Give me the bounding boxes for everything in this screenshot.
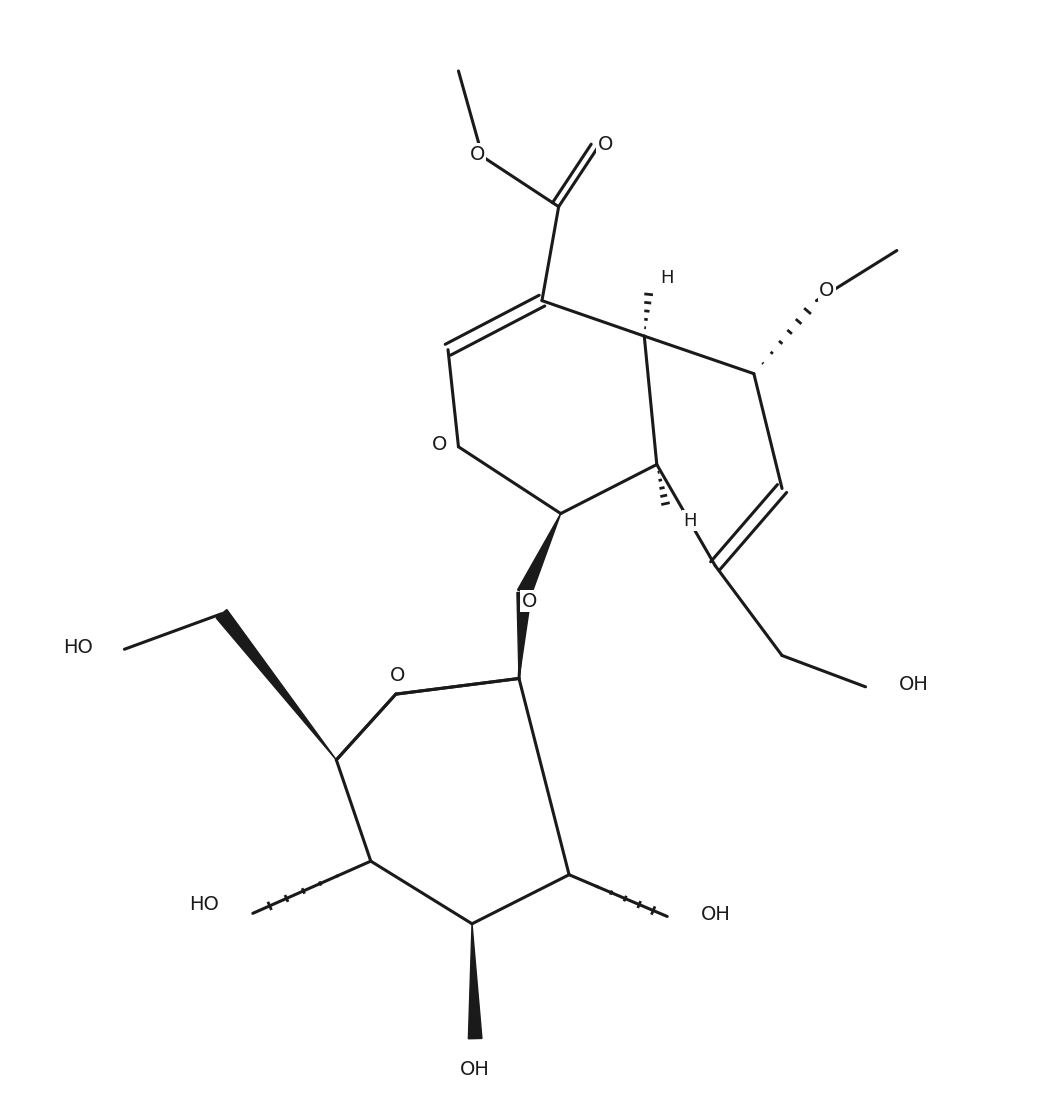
Text: O: O bbox=[432, 435, 447, 454]
Text: H: H bbox=[660, 269, 674, 287]
Text: O: O bbox=[598, 135, 613, 153]
Text: O: O bbox=[390, 666, 406, 685]
Text: H: H bbox=[683, 512, 696, 529]
Text: OH: OH bbox=[899, 675, 929, 694]
Polygon shape bbox=[518, 514, 561, 596]
Text: O: O bbox=[469, 145, 485, 164]
Text: OH: OH bbox=[701, 905, 731, 924]
Polygon shape bbox=[468, 924, 482, 1039]
Text: O: O bbox=[522, 592, 537, 610]
Text: HO: HO bbox=[190, 895, 219, 914]
Text: HO: HO bbox=[63, 638, 93, 657]
Text: OH: OH bbox=[460, 1061, 490, 1080]
Polygon shape bbox=[216, 609, 336, 760]
Text: O: O bbox=[819, 281, 835, 299]
Polygon shape bbox=[517, 593, 531, 678]
